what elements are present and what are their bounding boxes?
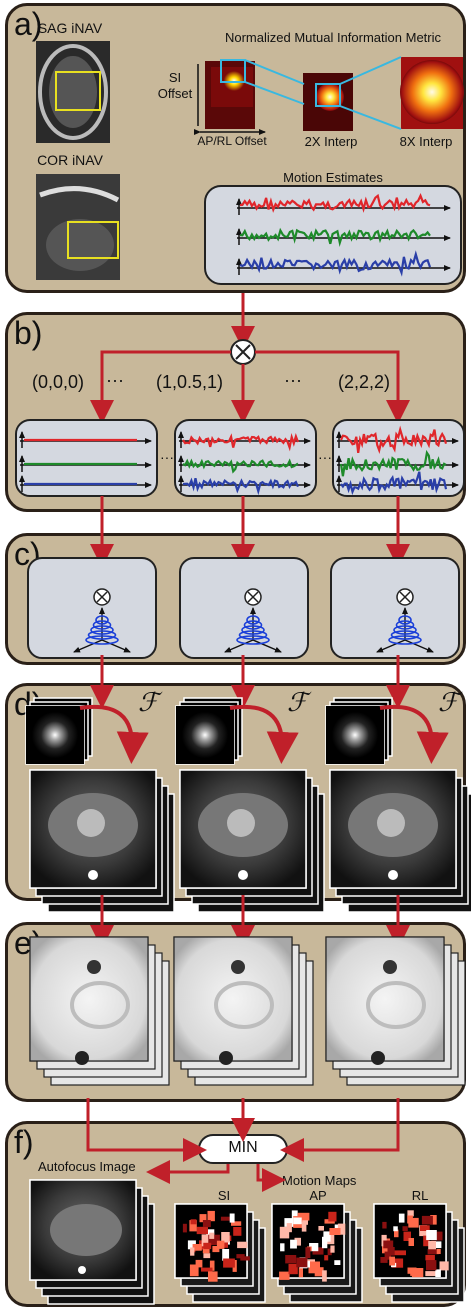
panel-e-label: e) bbox=[14, 925, 43, 961]
trace-label-ap: AP bbox=[215, 229, 233, 244]
interp-2x-label: 2X Interp bbox=[304, 134, 358, 149]
scale-label-1: (1,0.5,1) bbox=[156, 372, 224, 392]
panel-a: a) bbox=[5, 3, 466, 293]
fourier-symbol-0: ℱ bbox=[138, 688, 159, 718]
map-label-si: SI bbox=[217, 1188, 231, 1203]
panel-b: b) bbox=[5, 312, 466, 512]
panel-a-label: a) bbox=[14, 6, 43, 42]
ky-label-0: ky bbox=[48, 628, 60, 642]
si-offset-label-2: Offset bbox=[157, 86, 193, 101]
ky-label-1: ky bbox=[199, 628, 211, 642]
trace-label-rl: RL bbox=[215, 259, 232, 274]
phase-term-0-exp: i2π(kxRL+kyAP+kzSI) bbox=[41, 566, 140, 577]
panel-b-label: b) bbox=[14, 315, 43, 351]
phase-term-1-exp: i2π(kxRL+kyAP+kzSI) bbox=[192, 566, 291, 577]
si-offset-label-1: SI bbox=[168, 70, 182, 85]
kz-label-0: kz bbox=[103, 598, 115, 612]
kx-label-0: kx bbox=[134, 628, 146, 642]
nmi-title: Normalized Mutual Information Metric bbox=[224, 30, 442, 45]
interp-8x-label: 8X Interp bbox=[399, 134, 453, 149]
panel-d: d) bbox=[5, 683, 466, 901]
kx-label-2: kx bbox=[437, 628, 449, 642]
panel-d-label: d) bbox=[14, 686, 43, 722]
trace-label-si: SI bbox=[217, 199, 230, 214]
sag-inav-title: SAG iNAV bbox=[37, 20, 103, 36]
motion-estimates-title: Motion Estimates bbox=[283, 170, 383, 185]
fourier-symbol-2: ℱ bbox=[438, 688, 459, 718]
map-label-ap: AP bbox=[309, 1188, 327, 1203]
aprl-offset-label: AP/RL Offset bbox=[197, 134, 267, 148]
kx-label-1: kx bbox=[285, 628, 297, 642]
fourier-symbol-1: ℱ bbox=[287, 688, 308, 718]
panel-f-label: f) bbox=[14, 1124, 34, 1160]
map-label-rl: RL bbox=[411, 1188, 429, 1203]
motion-maps-label: Motion Maps bbox=[282, 1173, 357, 1188]
kz-label-1: kz bbox=[254, 598, 266, 612]
phase-term-2-exp: i2π(kxRL+kyAP+kzSI) bbox=[344, 566, 443, 577]
phase-term-0-base: e bbox=[33, 574, 40, 588]
kz-label-2: kz bbox=[406, 598, 418, 612]
dots-left: ··· bbox=[106, 370, 124, 390]
scale-label-2: (2,2,2) bbox=[338, 372, 391, 392]
scale-label-0: (0,0,0) bbox=[32, 372, 85, 392]
ky-label-2: ky bbox=[351, 628, 363, 642]
cor-inav-title: COR iNAV bbox=[37, 152, 103, 168]
autofocus-label: Autofocus Image bbox=[38, 1159, 136, 1174]
dots-right: ··· bbox=[284, 370, 302, 390]
panel-e: e) bbox=[5, 922, 466, 1102]
panel-c-label: c) bbox=[14, 536, 41, 572]
phase-term-1-base: e bbox=[184, 574, 191, 588]
min-label: MIN bbox=[228, 1139, 258, 1156]
panel-c: c) bbox=[5, 533, 466, 665]
phase-term-2-base: e bbox=[336, 574, 343, 588]
